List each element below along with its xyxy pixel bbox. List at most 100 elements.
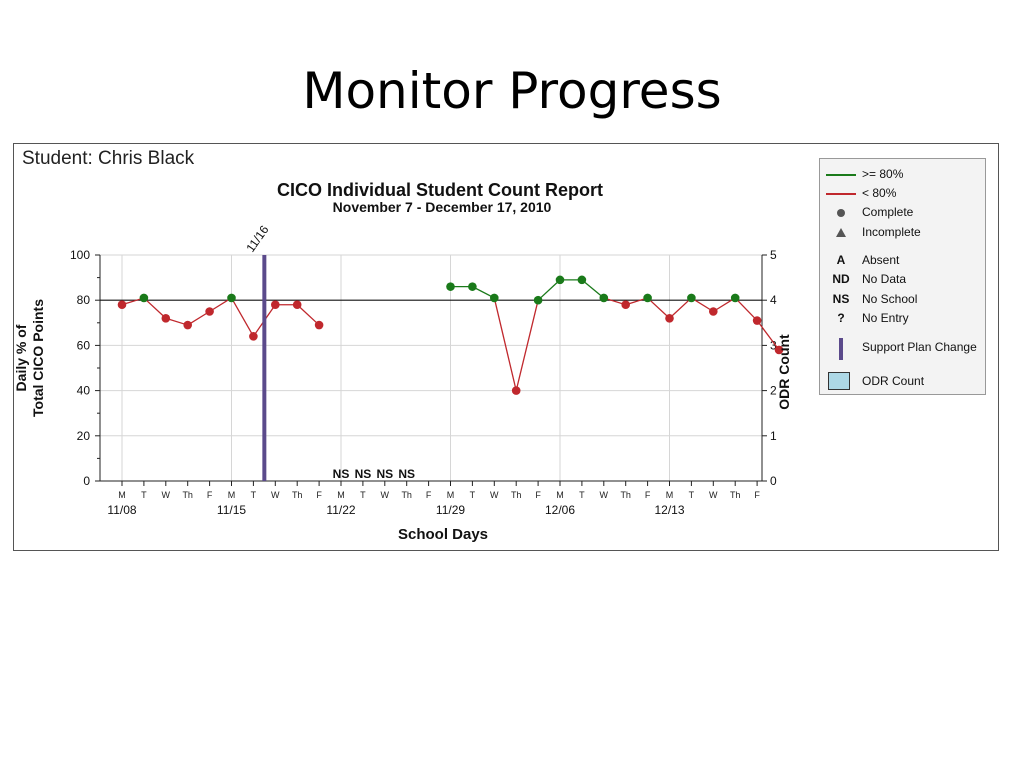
x-tick-label-day: Th xyxy=(620,490,631,500)
legend-item-noentry: ? No Entry xyxy=(820,311,985,329)
y-tick-label-left: 60 xyxy=(77,338,91,352)
x-tick-label-day: Th xyxy=(730,490,741,500)
series-line-segment xyxy=(756,320,780,351)
legend-item-noschool: NS No School xyxy=(820,292,985,310)
legend-label-absent: Absent xyxy=(862,253,900,267)
legend-label-incomplete: Incomplete xyxy=(862,225,921,239)
legend-label-complete: Complete xyxy=(862,205,914,219)
student-name: Student: Chris Black xyxy=(22,148,195,169)
grid-lines xyxy=(100,254,762,481)
chart-legend: >= 80% < 80% Complete Incomplete A Absen… xyxy=(819,158,986,395)
x-axis: M T W Th F M T W Th F M T W Th F M T W Th F M T W Th F M T W Th F 11/0… xyxy=(107,481,760,517)
data-point xyxy=(621,300,630,310)
x-axis-title: School Days xyxy=(398,526,488,543)
y-tick-label-left: 20 xyxy=(77,429,91,443)
y-axis-left-title: Daily % of Total CICO Points xyxy=(14,299,46,417)
y-tick-label-left: 100 xyxy=(70,248,90,262)
data-point xyxy=(709,307,718,316)
x-tick-label-day: W xyxy=(162,490,171,500)
cico-chart: CICO Individual Student Count Report Nov… xyxy=(14,180,792,543)
y-axis-right: 0 1 2 3 4 5 xyxy=(762,248,777,488)
chart-title: CICO Individual Student Count Report xyxy=(277,180,603,200)
legend-label-plan-change: Support Plan Change xyxy=(862,340,977,354)
x-tick-label-day: T xyxy=(689,490,695,500)
no-school-label: NS xyxy=(333,467,350,481)
x-tick-label-day: F xyxy=(754,490,760,500)
legend-item-complete: Complete xyxy=(820,205,985,223)
data-point xyxy=(227,293,236,303)
legend-item-plan-change: Support Plan Change xyxy=(820,338,985,360)
legend-item-lt80: < 80% xyxy=(820,186,985,204)
series-line-segment xyxy=(230,297,254,337)
y-tick-label-right: 2 xyxy=(770,384,777,398)
legend-item-ge80: >= 80% xyxy=(820,167,985,185)
legend-label-noschool: No School xyxy=(862,292,918,306)
x-tick-label-day: Th xyxy=(511,490,522,500)
data-point xyxy=(511,386,521,395)
data-point xyxy=(730,293,740,303)
data-point xyxy=(774,345,784,355)
plan-change-marker: 11/16 xyxy=(243,223,272,481)
x-tick-label-day: F xyxy=(535,490,541,500)
y-axis-right-title: ODR Count xyxy=(776,334,792,410)
x-tick-label-day: M xyxy=(118,490,126,500)
x-tick-label-week: 11/29 xyxy=(436,503,465,517)
data-point xyxy=(249,332,258,341)
triangle-icon xyxy=(836,228,846,237)
x-tick-label-day: W xyxy=(709,490,718,500)
x-tick-label-day: W xyxy=(271,490,280,500)
data-point xyxy=(314,320,324,330)
data-point xyxy=(468,282,477,291)
x-tick-label-day: T xyxy=(360,490,366,500)
x-tick-label-day: W xyxy=(381,490,390,500)
series-line-segment xyxy=(669,297,692,319)
x-tick-label-day: Th xyxy=(401,490,412,500)
legend-item-absent: A Absent xyxy=(820,253,985,271)
x-tick-label-week: 11/15 xyxy=(217,503,246,517)
x-tick-label-day: W xyxy=(490,490,499,500)
data-point xyxy=(599,293,609,303)
data-point xyxy=(117,300,127,310)
y-tick-label-left: 0 xyxy=(83,474,90,488)
y-tick-label-left: 80 xyxy=(77,293,91,307)
x-tick-label-day: M xyxy=(666,490,674,500)
x-tick-label-day: T xyxy=(470,490,476,500)
y-tick-label-right: 3 xyxy=(770,338,777,352)
data-point xyxy=(643,293,652,303)
y-tick-label-right: 0 xyxy=(770,474,777,488)
data-point xyxy=(205,307,214,316)
x-tick-label-week: 12/06 xyxy=(545,503,575,517)
legend-label-nodata: No Data xyxy=(862,272,907,286)
legend-item-nodata: ND No Data xyxy=(820,272,985,290)
chart-subtitle: November 7 - December 17, 2010 xyxy=(333,199,552,215)
x-tick-label-day: T xyxy=(141,490,147,500)
slide-title: Monitor Progress xyxy=(302,62,722,120)
y-axis-left-title-line2: Total CICO Points xyxy=(30,299,46,417)
report-panel: Student: Chris Black CICO Individual Stu… xyxy=(13,143,999,551)
x-tick-label-day: F xyxy=(207,490,213,500)
data-point xyxy=(139,293,149,303)
x-tick-label-day: Th xyxy=(182,490,193,500)
y-axis-left-title-line1: Daily % of xyxy=(14,324,29,391)
x-tick-label-day: Th xyxy=(292,490,303,500)
legend-item-incomplete: Incomplete xyxy=(820,225,985,243)
x-tick-label-day: F xyxy=(316,490,322,500)
no-school-label: NS xyxy=(376,467,393,481)
odr-swatch-icon xyxy=(828,372,850,390)
data-point xyxy=(577,275,587,285)
x-tick-label-day: M xyxy=(228,490,236,500)
x-tick-label-day: F xyxy=(426,490,432,500)
series-line-segment xyxy=(143,297,167,319)
legend-code-noschool: NS xyxy=(832,292,850,306)
x-tick-label-day: T xyxy=(251,490,257,500)
data-point xyxy=(183,320,192,330)
legend-code-noentry: ? xyxy=(837,311,845,325)
green-line-icon xyxy=(826,174,856,176)
vertical-bar-icon xyxy=(839,338,843,360)
series-line-segment xyxy=(493,297,517,391)
data-point xyxy=(490,293,499,303)
legend-label-odr: ODR Count xyxy=(862,374,925,388)
x-tick-label-week: 11/22 xyxy=(326,503,355,517)
no-school-labels: NS NS NS NS xyxy=(333,467,415,481)
series-line-segment xyxy=(734,297,758,321)
